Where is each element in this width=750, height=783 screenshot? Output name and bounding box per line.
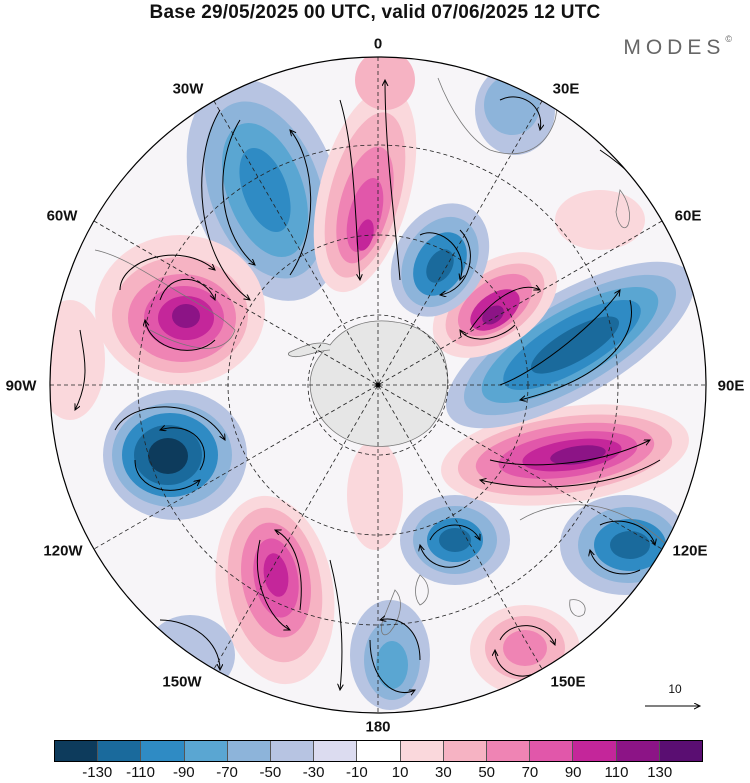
- lon-label-90e: 90E: [717, 377, 745, 395]
- colorbar-bin: [616, 741, 660, 761]
- colorbar-bin: [271, 741, 315, 761]
- new-zealand-north: [415, 574, 429, 606]
- anomaly-neg-atlantic-west: [186, 79, 344, 301]
- anomaly-pos-madagascar: [555, 190, 645, 250]
- colorbar-tick-label: -10: [346, 764, 368, 781]
- colorbar-bin: [141, 741, 185, 761]
- colorbar-tick-label: -130: [82, 764, 113, 781]
- south-pole-marker: [375, 382, 381, 388]
- lon-label-90w: 90W: [5, 377, 37, 395]
- anomaly-neg-southern-pacific: [103, 390, 247, 520]
- colorbar-tick-label: 130: [647, 764, 673, 781]
- south-america-coast: [94, 249, 236, 349]
- anomaly-pos-southern-indian: [441, 404, 689, 506]
- anomaly-neg-south-of-australia: [400, 495, 510, 585]
- anomaly-pos-southeast-pacific: [95, 235, 265, 385]
- map-title: Base 29/05/2025 00 UTC, valid 07/06/2025…: [149, 2, 601, 23]
- anomaly-shading: [50, 57, 694, 710]
- new-zealand: [380, 589, 401, 636]
- polar-stereographic-map: [49, 56, 707, 714]
- colorbar-tick-label: 50: [478, 764, 495, 781]
- colorbar-tick-label: 10: [391, 764, 409, 781]
- australia-coast: [519, 504, 681, 561]
- graticule: [50, 57, 706, 713]
- tasmania: [569, 599, 586, 617]
- colorbar-bin: [487, 741, 531, 761]
- lon-label-180: 180: [365, 718, 391, 736]
- colorbar-tick-label: -90: [172, 764, 195, 781]
- colorbar-tick-label: 90: [564, 764, 582, 781]
- colorbar-bin: [357, 741, 401, 761]
- copyright-mark: ©: [725, 34, 732, 44]
- modes-logo: MODES©: [623, 34, 732, 60]
- lon-label-120e: 120E: [672, 542, 708, 560]
- colorbar-bin: [227, 741, 272, 761]
- lon-label-120w: 120W: [43, 542, 83, 560]
- colorbar-bin: [55, 741, 99, 761]
- colorbar-tick-label: 110: [604, 764, 629, 781]
- colorbar-bin: [184, 741, 228, 761]
- anomaly-neg-east-of-australia: [560, 495, 690, 595]
- lon-label-0: 0: [373, 35, 383, 53]
- lon-label-30w: 30W: [172, 80, 204, 98]
- reference-vector-label: 10: [668, 682, 682, 696]
- colorbar-tick-label: -50: [259, 764, 282, 781]
- lon-label-30e: 30E: [552, 80, 580, 98]
- lon-label-60e: 60E: [674, 207, 702, 225]
- streamlines: [75, 80, 680, 693]
- anomaly-pos-south-atlantic: [313, 57, 417, 293]
- colorbar-tick-label: 30: [435, 764, 452, 781]
- anomaly-pos-chile: [50, 300, 105, 420]
- colorbar-bin: [443, 741, 488, 761]
- lon-label-60w: 60W: [46, 207, 78, 225]
- colorbar-tick-label: 70: [521, 764, 539, 781]
- colorbar-bin: [98, 741, 142, 761]
- anomaly-neg-southern-indian: [446, 261, 694, 429]
- colorbar: [54, 740, 703, 762]
- madagascar: [615, 189, 630, 229]
- colorbar-bin: [573, 741, 617, 761]
- anomaly-pos-small-pacific: [347, 440, 403, 550]
- colorbar-tick-label: -30: [302, 764, 325, 781]
- lon-label-150e: 150E: [550, 673, 586, 691]
- colorbar-bin: [400, 741, 444, 761]
- anomaly-neg-southern-africa: [475, 65, 555, 155]
- map-boundary: [49, 56, 707, 714]
- colorbar-ticks: -130 -110 -90 -70 -50 -30 -10 10 30 50 70 90 110 130: [0, 764, 750, 782]
- anomaly-neg-ross-sea: [350, 600, 430, 710]
- colorbar-bin: [659, 741, 703, 761]
- colorbar-bin: [530, 741, 574, 761]
- lon-label-150w: 150W: [162, 673, 202, 691]
- logo-text: MODES: [623, 36, 726, 59]
- colorbar-tick-label: -110: [126, 764, 155, 781]
- anomaly-neg-atlantic-indian: [390, 203, 490, 317]
- colorbar-bin: [314, 741, 358, 761]
- colorbar-tick-label: -70: [216, 764, 238, 781]
